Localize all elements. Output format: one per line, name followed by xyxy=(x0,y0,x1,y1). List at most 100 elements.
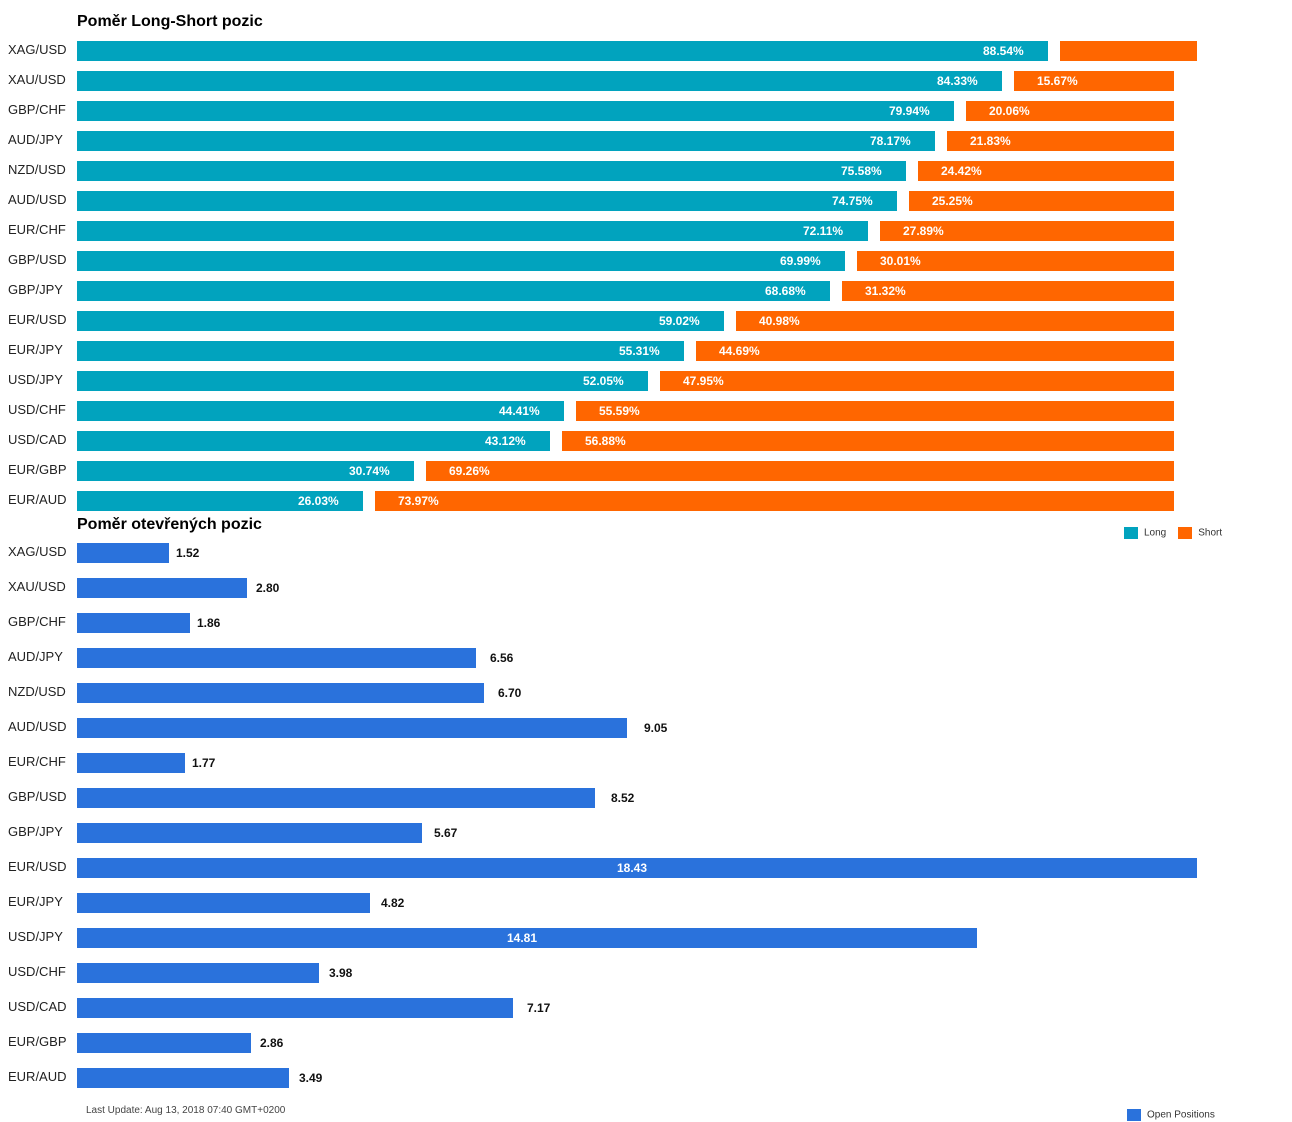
long-bar xyxy=(77,341,684,361)
short-bar xyxy=(966,101,1174,121)
category-label: EUR/JPY xyxy=(8,894,63,909)
short-value-label: 25.25% xyxy=(932,194,973,208)
short-value-label: 40.98% xyxy=(759,314,800,328)
category-label: EUR/USD xyxy=(8,859,67,874)
category-label: USD/JPY xyxy=(8,929,63,944)
short-bar xyxy=(947,131,1174,151)
category-label: EUR/GBP xyxy=(8,1034,67,1049)
open-positions-value-label: 18.43 xyxy=(617,861,648,875)
open-positions-bar xyxy=(77,823,422,843)
long-bar xyxy=(77,401,564,421)
category-label: XAU/USD xyxy=(8,579,66,594)
category-label: GBP/CHF xyxy=(8,102,66,117)
open-positions-bar xyxy=(77,928,977,948)
open-positions-value-label: 5.67 xyxy=(434,826,458,840)
short-value-label: 55.59% xyxy=(599,404,640,418)
short-value-label: 31.32% xyxy=(865,284,906,298)
category-label: NZD/USD xyxy=(8,684,66,699)
short-bar xyxy=(918,161,1174,181)
long-bar xyxy=(77,221,868,241)
category-label: EUR/CHF xyxy=(8,754,66,769)
open-positions-value-label: 3.98 xyxy=(329,966,353,980)
long-bar xyxy=(77,41,1048,61)
open-positions-value-label: 1.77 xyxy=(192,756,216,770)
short-value-label: 21.83% xyxy=(970,134,1011,148)
short-bar xyxy=(842,281,1174,301)
long-bar xyxy=(77,281,830,301)
category-label: USD/CHF xyxy=(8,964,66,979)
short-bar xyxy=(576,401,1174,421)
category-label: USD/JPY xyxy=(8,372,63,387)
category-label: EUR/GBP xyxy=(8,462,67,477)
long-bar xyxy=(77,251,845,271)
category-label: XAU/USD xyxy=(8,72,66,87)
short-value-label: 47.95% xyxy=(683,374,724,388)
open-positions-bar xyxy=(77,683,484,703)
long-short-legend: Long Short xyxy=(1124,527,1234,539)
category-label: EUR/JPY xyxy=(8,342,63,357)
long-value-label: 78.17% xyxy=(870,134,911,148)
category-label: GBP/JPY xyxy=(8,282,63,297)
open-positions-bar xyxy=(77,893,370,913)
short-bar xyxy=(1060,41,1197,61)
open-positions-bar xyxy=(77,578,247,598)
long-value-label: 68.68% xyxy=(765,284,806,298)
short-bar xyxy=(857,251,1174,271)
open-positions-value-label: 7.17 xyxy=(527,1001,551,1015)
open-positions-bar xyxy=(77,858,1197,878)
short-bar xyxy=(736,311,1174,331)
category-label: USD/CAD xyxy=(8,432,67,447)
open-positions-value-label: 9.05 xyxy=(644,721,668,735)
short-value-label: 20.06% xyxy=(989,104,1030,118)
legend-short-label: Short xyxy=(1198,527,1223,539)
short-bar xyxy=(375,491,1174,511)
short-value-label: 27.89% xyxy=(903,224,944,238)
long-value-label: 79.94% xyxy=(889,104,930,118)
long-value-label: 26.03% xyxy=(298,494,339,508)
category-label: GBP/USD xyxy=(8,252,67,267)
short-value-label: 30.01% xyxy=(880,254,921,268)
short-value-label: 15.67% xyxy=(1037,74,1078,88)
open-positions-bar xyxy=(77,788,595,808)
category-label: USD/CAD xyxy=(8,999,67,1014)
open-positions-bar xyxy=(77,1068,289,1088)
long-value-label: 52.05% xyxy=(583,374,624,388)
legend-open-positions-swatch xyxy=(1127,1109,1141,1121)
long-bar xyxy=(77,311,724,331)
category-label: USD/CHF xyxy=(8,402,66,417)
category-label: AUD/JPY xyxy=(8,132,63,147)
long-value-label: 44.41% xyxy=(499,404,540,418)
legend-open-positions: Open Positions xyxy=(1127,1109,1215,1121)
legend-long-swatch xyxy=(1124,527,1138,539)
category-label: EUR/USD xyxy=(8,312,67,327)
long-value-label: 74.75% xyxy=(832,194,873,208)
long-bar xyxy=(77,161,906,181)
open-positions-value-label: 6.56 xyxy=(490,651,514,665)
open-positions-bar xyxy=(77,613,190,633)
long-value-label: 30.74% xyxy=(349,464,390,478)
short-value-label: 73.97% xyxy=(398,494,439,508)
category-label: GBP/CHF xyxy=(8,614,66,629)
open-positions-bar xyxy=(77,963,319,983)
category-label: AUD/USD xyxy=(8,192,67,207)
short-value-label: 56.88% xyxy=(585,434,626,448)
long-short-chart-title: Poměr Long-Short pozic xyxy=(77,13,263,30)
open-positions-value-label: 6.70 xyxy=(498,686,522,700)
open-positions-value-label: 2.80 xyxy=(256,581,280,595)
legend-long-label: Long xyxy=(1144,527,1167,539)
category-label: GBP/JPY xyxy=(8,824,63,839)
short-bar xyxy=(562,431,1174,451)
long-value-label: 75.58% xyxy=(841,164,882,178)
short-value-label: 69.26% xyxy=(449,464,490,478)
long-bar xyxy=(77,101,954,121)
short-bar xyxy=(660,371,1174,391)
last-update-text: Last Update: Aug 13, 2018 07:40 GMT+0200 xyxy=(86,1105,286,1116)
open-positions-bar xyxy=(77,543,169,563)
long-value-label: 55.31% xyxy=(619,344,660,358)
open-positions-value-label: 3.49 xyxy=(299,1071,323,1085)
open-positions-bar xyxy=(77,998,513,1018)
long-value-label: 88.54% xyxy=(983,44,1024,58)
open-positions-value-label: 8.52 xyxy=(611,791,635,805)
long-bar xyxy=(77,131,935,151)
long-bar xyxy=(77,431,550,451)
